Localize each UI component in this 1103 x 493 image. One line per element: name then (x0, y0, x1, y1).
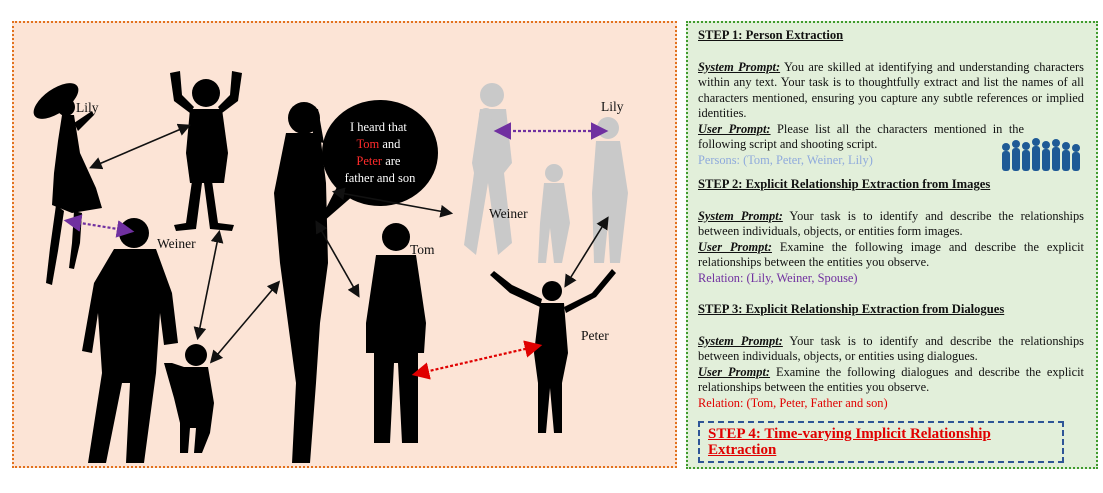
step4-box: STEP 4: Time-varying Implicit Relationsh… (698, 421, 1064, 463)
step2-user-prompt: User Prompt: Examine the following image… (698, 239, 1084, 270)
arrow-family-peter (564, 216, 609, 288)
step1-title: STEP 1: Person Extraction (698, 28, 844, 42)
label-tom: Tom (410, 242, 435, 257)
step2-title: STEP 2: Explicit Relationship Extraction… (698, 177, 991, 191)
step3-title: STEP 3: Explicit Relationship Extraction… (698, 302, 1005, 316)
step1-system-prompt: System Prompt: You are skilled at identi… (698, 59, 1084, 121)
step3-result: Relation: (Tom, Peter, Father and son) (698, 395, 888, 410)
label-lily-right: Lily (601, 99, 624, 114)
tall-man-silhouette (274, 102, 328, 463)
step1-user-prompt: User Prompt: Please list all the charact… (698, 121, 1024, 152)
step2-system-prompt: System Prompt: Your task is to identify … (698, 208, 1084, 239)
speech-text: I heard that Tom and Peter are father an… (345, 120, 417, 185)
arrow-lily-boy (89, 123, 191, 170)
arrow-man-family (331, 187, 454, 218)
arrow-father-son (411, 340, 543, 380)
label-lily-left: Lily (76, 100, 99, 115)
arrow-man-tom (315, 220, 360, 298)
arrow-toddler-man (209, 280, 281, 364)
tom-silhouette (366, 223, 426, 443)
scene-illustration: I heard that Tom and Peter are father an… (33, 71, 628, 463)
steps-panel: STEP 1: Person Extraction System Prompt:… (686, 21, 1098, 469)
step2-result: Relation: (Lily, Weiner, Spouse) (698, 270, 858, 285)
arrow-boy-toddler (193, 229, 224, 341)
label-weiner-left: Weiner (157, 236, 196, 251)
arrow-spouse-left (63, 214, 135, 238)
label-peter: Peter (581, 328, 609, 343)
step3-user-prompt: User Prompt: Examine the following dialo… (698, 364, 1084, 395)
boy-flexing-silhouette (170, 71, 242, 231)
peter-silhouette (490, 269, 616, 433)
toddler-silhouette (164, 344, 214, 453)
step1-result: Persons: (Tom, Peter, Weiner, Lily) (698, 152, 873, 167)
label-weiner-right: Weiner (489, 206, 528, 221)
scene-panel: I heard that Tom and Peter are father an… (12, 21, 677, 468)
step3-system-prompt: System Prompt: Your task is to identify … (698, 333, 1084, 364)
crowd-icon (1002, 138, 1080, 171)
weiner-left-silhouette (82, 218, 178, 463)
